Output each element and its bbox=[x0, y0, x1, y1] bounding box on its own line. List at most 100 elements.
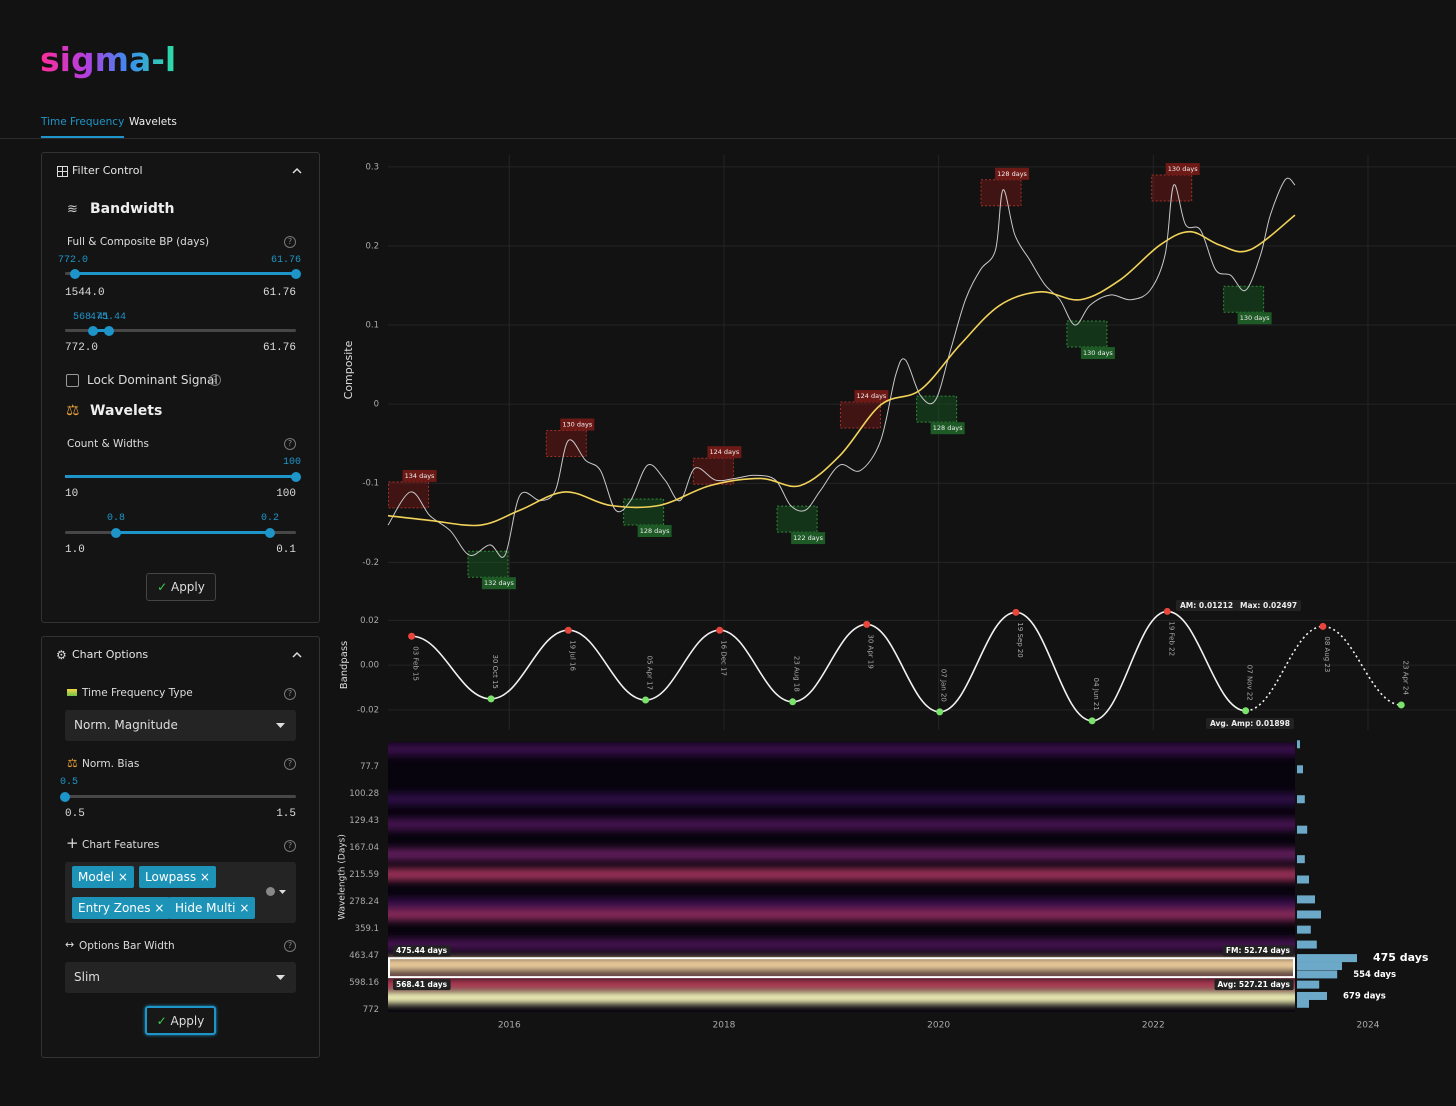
y-tick-label: 278.24 bbox=[349, 897, 379, 907]
slider-min: 10 bbox=[65, 488, 79, 500]
y-tick-label: 77.7 bbox=[360, 762, 379, 772]
slider-value: 568.41 bbox=[73, 312, 110, 323]
y-axis-title: Bandpass bbox=[339, 641, 350, 690]
select-value: Slim bbox=[74, 970, 100, 984]
help-icon[interactable]: ? bbox=[284, 758, 296, 770]
slider-track[interactable] bbox=[65, 795, 296, 798]
slider-thumb[interactable] bbox=[70, 269, 80, 279]
tab[interactable]: Wavelets bbox=[129, 116, 177, 128]
caret bbox=[276, 975, 285, 980]
trough-zone bbox=[1223, 285, 1265, 313]
slider-track[interactable] bbox=[65, 329, 296, 332]
element bbox=[292, 651, 302, 658]
profile-peak-label: 554 days bbox=[1353, 970, 1396, 980]
apply-button[interactable]: ✓ Apply bbox=[146, 573, 216, 601]
date-label: 04 Jun 21 bbox=[1092, 678, 1100, 711]
zone-label-bg bbox=[1165, 163, 1200, 176]
help-icon[interactable]: ? bbox=[284, 438, 296, 450]
apply-button[interactable]: ✓ Apply bbox=[145, 1006, 216, 1035]
y-tick-label: -0.1 bbox=[362, 479, 379, 489]
heat-band bbox=[388, 908, 1295, 921]
feature-tag[interactable]: Model × bbox=[72, 866, 134, 888]
checkbox-label: Lock Dominant Signal bbox=[87, 373, 218, 387]
help-icon[interactable]: ? bbox=[284, 940, 296, 952]
element bbox=[292, 167, 302, 174]
panel-title: Filter Control bbox=[72, 164, 143, 177]
collapse-chevron[interactable] bbox=[292, 167, 302, 174]
tag-label: Entry Zones bbox=[78, 901, 151, 915]
profile-bar bbox=[1296, 991, 1327, 1000]
zone-label-bg bbox=[637, 525, 672, 537]
profile-bar bbox=[1296, 795, 1305, 804]
profile-bar bbox=[1296, 910, 1321, 919]
feature-tag[interactable]: Lowpass × bbox=[139, 866, 216, 888]
zone-label: 128 days bbox=[997, 170, 1027, 178]
date-label: 30 Oct 15 bbox=[491, 655, 499, 689]
date-label: 23 Apr 24 bbox=[1401, 661, 1409, 696]
slider-value: 0.5 bbox=[60, 777, 79, 788]
slider-thumb[interactable] bbox=[88, 326, 98, 336]
element bbox=[276, 975, 285, 980]
help-icon[interactable]: ? bbox=[284, 840, 296, 852]
slider-thumb[interactable] bbox=[265, 528, 275, 538]
series-line bbox=[411, 610, 1246, 722]
profile-bar bbox=[1296, 825, 1308, 834]
feature-tag[interactable]: Entry Zones × bbox=[72, 897, 171, 919]
slider-value: 61.76 bbox=[270, 255, 301, 266]
profile-bar bbox=[1296, 999, 1309, 1008]
wavelets-icon: ⚖ bbox=[66, 401, 80, 419]
label-bg bbox=[1222, 945, 1294, 957]
charts: Composite Bandpass Wavelength (Days) 201… bbox=[338, 155, 1456, 1031]
zone-label-bg bbox=[791, 532, 826, 545]
help-icon[interactable]: ? bbox=[284, 688, 296, 700]
heat-band bbox=[388, 938, 1295, 951]
y-tick-label: 167.04 bbox=[349, 843, 379, 853]
trough-zone bbox=[467, 550, 509, 578]
turning-point bbox=[564, 626, 572, 634]
help-icon[interactable]: ? bbox=[209, 374, 221, 386]
y-tick-label: 0.02 bbox=[360, 616, 379, 626]
zone-label: 130 days bbox=[1168, 165, 1198, 173]
profile-bar bbox=[1296, 855, 1305, 864]
turning-point bbox=[1397, 701, 1405, 709]
zone-label: 124 days bbox=[857, 392, 887, 400]
panel-title: Chart Options bbox=[72, 648, 149, 661]
date-label: 16 Dec 17 bbox=[720, 640, 728, 676]
zone-label-bg bbox=[930, 422, 965, 435]
tag-label: Hide Multi bbox=[175, 901, 236, 915]
field-label: Full & Composite BP (days) bbox=[67, 236, 210, 248]
collapse-chevron[interactable] bbox=[292, 651, 302, 658]
profile-bar bbox=[1296, 954, 1357, 963]
series-line bbox=[387, 177, 1296, 558]
heat-band bbox=[388, 978, 1295, 991]
turning-point bbox=[1242, 707, 1250, 715]
type-icon bbox=[67, 689, 77, 696]
field-label: Time Frequency Type bbox=[82, 687, 193, 699]
slider-thumb[interactable] bbox=[291, 472, 301, 482]
label-bg bbox=[393, 979, 451, 991]
slider-value: 772.0 bbox=[58, 255, 89, 266]
checkbox[interactable] bbox=[66, 374, 79, 387]
feature-tag[interactable]: Hide Multi × bbox=[169, 897, 256, 919]
slider-max: 61.76 bbox=[262, 287, 296, 299]
field-label: Options Bar Width bbox=[79, 940, 175, 952]
label-bg bbox=[1176, 600, 1238, 611]
button-label: Apply bbox=[170, 580, 205, 594]
select[interactable]: Slim bbox=[65, 962, 296, 993]
y-tick-label: 772 bbox=[363, 1005, 379, 1015]
y-axis-title: Wavelength (Days) bbox=[338, 834, 348, 920]
slider-min: 1544.0 bbox=[65, 287, 105, 299]
slider-thumb[interactable] bbox=[291, 269, 301, 279]
slider-thumb[interactable] bbox=[104, 326, 114, 336]
slider-thumb[interactable] bbox=[111, 528, 121, 538]
y-tick-label: 598.16 bbox=[349, 978, 379, 988]
help-icon[interactable]: ? bbox=[284, 236, 296, 248]
tab[interactable]: Time Frequency bbox=[41, 116, 125, 128]
clear-icon[interactable] bbox=[266, 887, 275, 896]
x-tick-label: 2020 bbox=[927, 1021, 950, 1031]
slider-thumb[interactable] bbox=[60, 792, 70, 802]
slider-value: 100 bbox=[282, 457, 301, 468]
zone-label: 130 days bbox=[1240, 314, 1270, 322]
select[interactable]: Norm. Magnitude bbox=[65, 710, 296, 741]
